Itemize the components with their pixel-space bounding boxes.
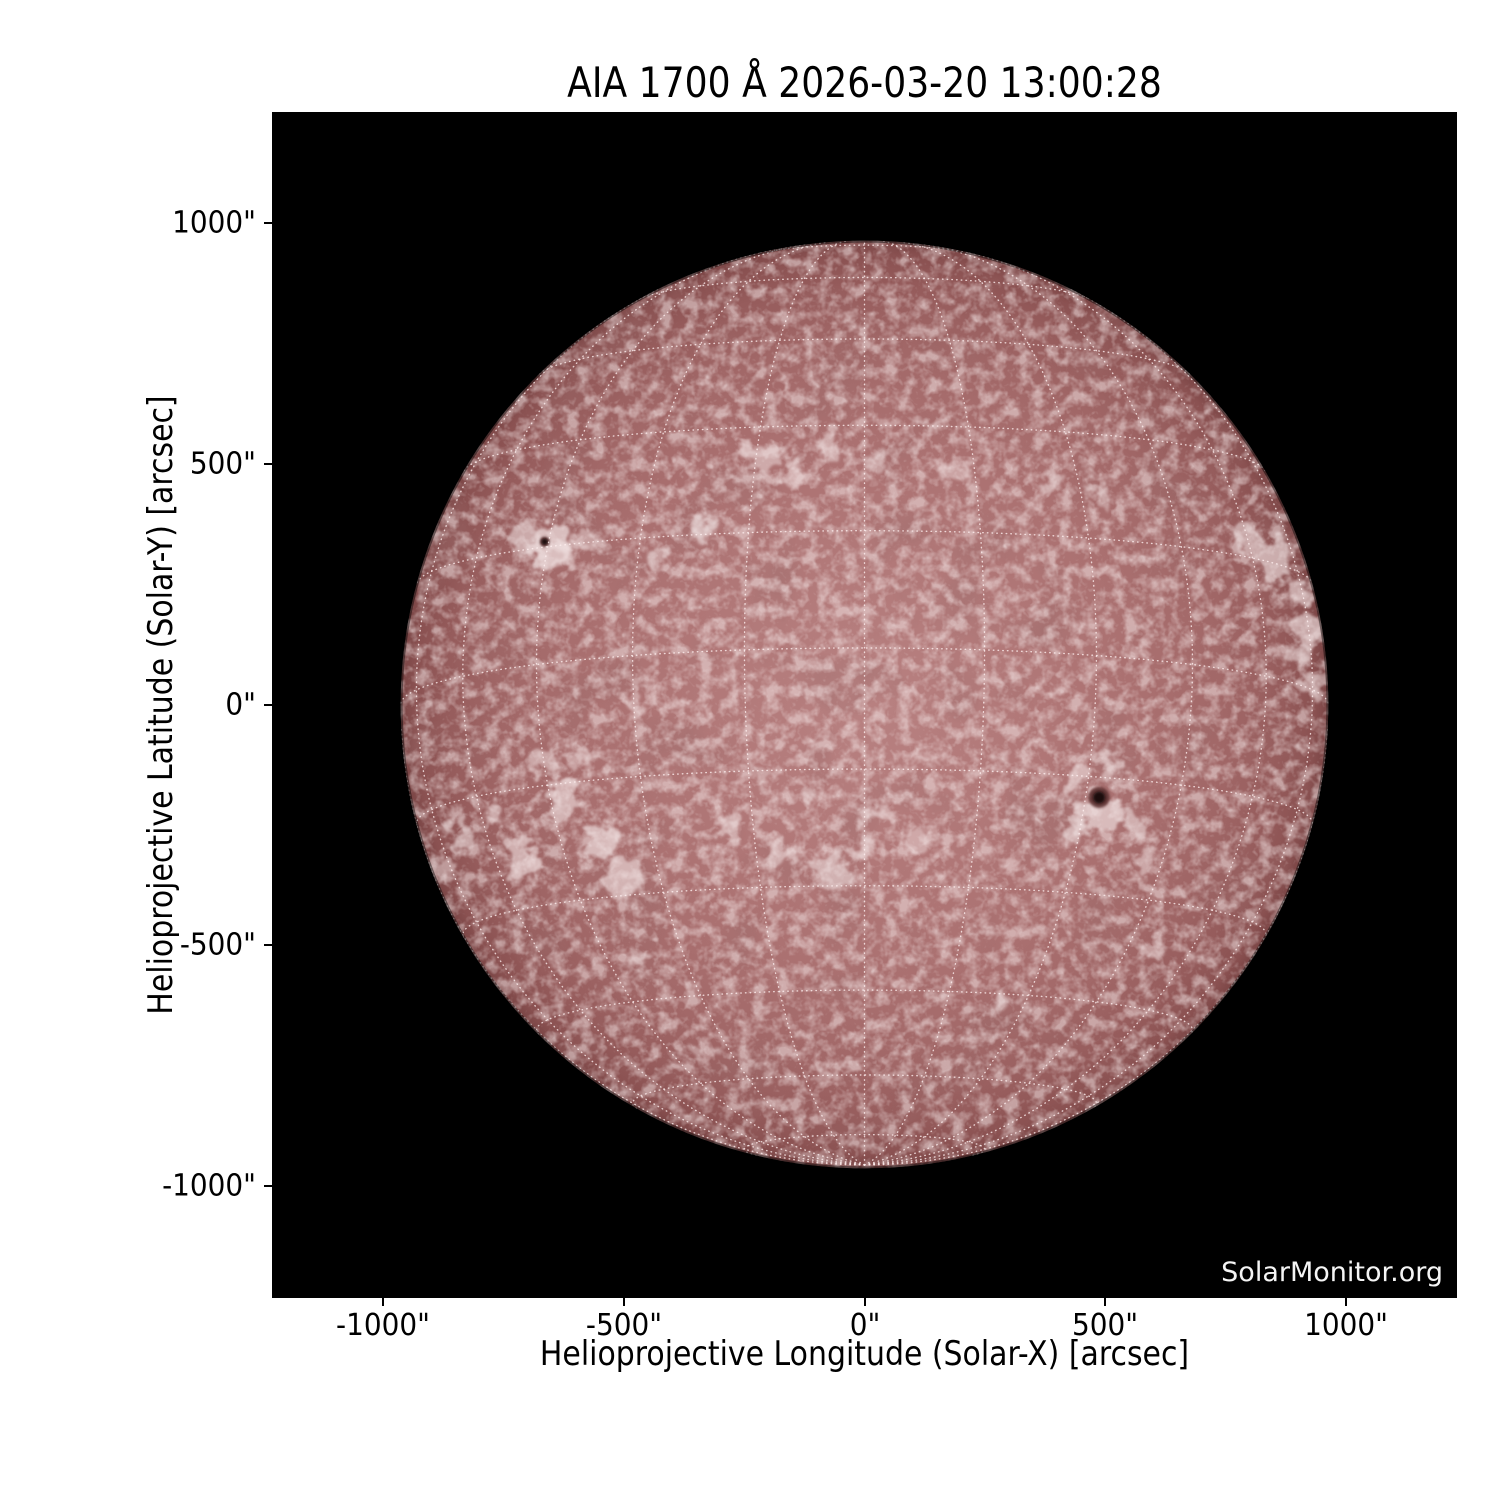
x-tick-label: 500" — [1072, 1308, 1139, 1343]
plage-region — [486, 798, 511, 823]
heliographic-grid-line — [462, 251, 866, 1166]
plage-region — [992, 751, 1011, 770]
y-tick-mark — [264, 462, 272, 465]
y-tick-mark — [264, 703, 272, 706]
heliographic-grid-line — [863, 251, 1267, 1166]
heliographic-grid-line — [863, 243, 1194, 1166]
plage-region — [572, 528, 593, 549]
figure-title: AIA 1700 Å 2026-03-20 13:00:28 — [567, 58, 1162, 107]
y-tick-label: -500" — [179, 927, 256, 963]
x-tick-label: 1000" — [1304, 1308, 1389, 1343]
plage-region — [847, 837, 872, 862]
plage-region — [428, 856, 453, 881]
heliographic-grid-line — [415, 768, 1314, 826]
plage-region — [927, 926, 946, 945]
watermark: SolarMonitor.org — [1221, 1257, 1443, 1288]
plage-region — [1119, 808, 1144, 833]
plage-region — [1141, 940, 1162, 961]
plage-region — [781, 462, 804, 485]
plage-region — [553, 547, 578, 572]
plage-region — [691, 1040, 712, 1061]
y-tick-label: 0" — [225, 687, 256, 722]
x-axis-label: Helioprojective Longitude (Solar-X) [arc… — [539, 1334, 1190, 1374]
heliographic-grid-line — [538, 338, 1191, 375]
sunspot-umbra — [1093, 791, 1106, 804]
plage-region — [900, 829, 923, 852]
x-tick-mark — [622, 1298, 625, 1306]
plage-region — [629, 688, 654, 713]
plage-region — [641, 550, 662, 571]
x-tick-mark — [1345, 1298, 1348, 1306]
plage-region — [868, 453, 889, 474]
plage-region — [581, 820, 622, 861]
plage-region — [817, 856, 846, 885]
plage-region — [818, 428, 845, 455]
plage-region — [543, 782, 580, 819]
plage-region — [691, 520, 712, 541]
plage-region — [570, 752, 591, 773]
plot-area: SolarMonitor.org — [272, 112, 1457, 1298]
plage-region — [1281, 582, 1310, 611]
plage-region — [1067, 766, 1096, 795]
x-tick-mark — [1104, 1298, 1107, 1306]
x-tick-mark — [381, 1298, 384, 1306]
plage-region — [1091, 490, 1112, 511]
plage-region — [812, 1071, 831, 1090]
plage-region — [744, 438, 777, 471]
solar-limb-edge — [400, 240, 1329, 1169]
heliographic-grid-line — [416, 530, 1313, 584]
plage-region — [1081, 797, 1118, 834]
plage-region — [1253, 541, 1290, 578]
x-tick-mark — [863, 1298, 866, 1306]
plage-region — [1140, 849, 1163, 872]
plage-region — [603, 862, 640, 899]
plage-region — [505, 844, 538, 877]
plage-region — [717, 816, 746, 845]
heliographic-grid-line — [863, 727, 1329, 1166]
plage-region — [938, 457, 965, 484]
plage-region — [797, 782, 816, 801]
plage-region — [1288, 638, 1313, 663]
plage-region — [991, 990, 1012, 1011]
heliographic-grid-line — [400, 727, 866, 1166]
plage-region — [1237, 526, 1266, 555]
plage-region — [527, 746, 556, 775]
y-tick-mark — [264, 221, 272, 224]
heliographic-grid-line — [638, 276, 1091, 300]
plage-region — [1104, 757, 1125, 778]
x-tick-label: 0" — [849, 1308, 880, 1343]
plage-region — [447, 826, 476, 855]
heliographic-grid-line — [631, 1074, 1098, 1110]
plage-region — [1059, 817, 1084, 842]
plage-region — [624, 945, 643, 964]
heliographic-grid-line — [535, 243, 866, 1166]
y-tick-label: 1000" — [172, 205, 256, 241]
heliographic-grid-line — [462, 885, 1267, 938]
solar-disk-image — [272, 112, 1457, 1298]
x-tick-label: -1000" — [335, 1308, 430, 1343]
y-tick-label: 500" — [189, 446, 256, 482]
plage-region — [1040, 469, 1063, 492]
plage-region — [754, 767, 773, 786]
y-tick-mark — [264, 944, 272, 947]
sunspot-umbra — [541, 538, 548, 545]
heliographic-grid-line — [743, 1133, 986, 1157]
heliographic-grid-line — [759, 244, 970, 254]
plage-region — [1302, 675, 1323, 696]
x-tick-label: -500" — [585, 1308, 662, 1343]
plage-region — [871, 800, 892, 821]
y-tick-mark — [264, 1185, 272, 1188]
plage-region — [769, 838, 794, 863]
y-tick-label: -1000" — [162, 1168, 256, 1204]
